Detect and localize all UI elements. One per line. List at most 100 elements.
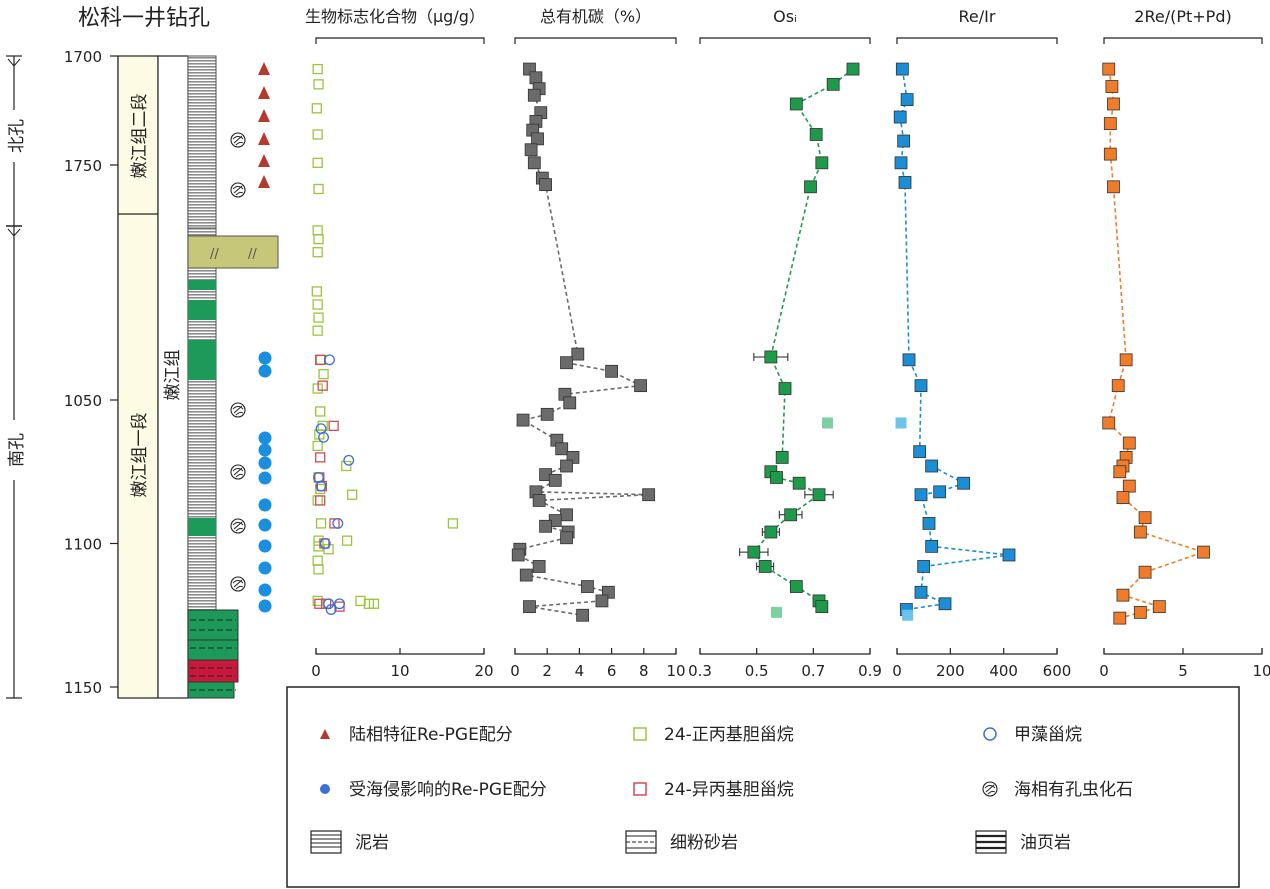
depth-tick-label: 1050 (64, 392, 102, 410)
litho-siltstone (187, 609, 239, 641)
oil-bed-mark: // (248, 247, 257, 262)
unit-box (117, 55, 159, 699)
data-point (527, 88, 541, 102)
x-tick-label: 0.7 (801, 662, 825, 680)
data-point-dinosterane (318, 431, 330, 443)
data-point-n-propylcholestane (312, 325, 323, 336)
data-point (1107, 97, 1120, 111)
dot-marker (258, 431, 272, 445)
data-point-dinosterane (315, 480, 327, 492)
data-point (898, 176, 912, 189)
data-point (914, 488, 928, 502)
data-point (925, 459, 939, 473)
data-point (1122, 436, 1136, 450)
triangle-marker (258, 175, 270, 188)
legend-label: 24-正丙基胆甾烷 (664, 725, 794, 745)
data-point (812, 488, 826, 502)
data-point-outlier (895, 417, 907, 429)
data-point (1105, 80, 1119, 93)
depth-tick-label: 1700 (64, 48, 102, 66)
x-tick-label: 0.5 (745, 662, 769, 680)
panel-biomarker: 0 10 20 生物标志化合物（μg/g） (305, 7, 494, 680)
data-point (516, 413, 530, 427)
top-axis (896, 37, 1058, 44)
data-point-n-propylcholestane (447, 518, 459, 529)
data-point (933, 485, 947, 499)
data-point (523, 600, 536, 614)
data-point-n-propylcholestane (318, 369, 329, 380)
x-tick-label: 2 (542, 662, 552, 680)
legend-circle-blue (983, 727, 997, 741)
x-tick-label: 200 (936, 662, 965, 680)
data-point (758, 560, 772, 573)
data-point-n-propylcholestane (312, 63, 323, 75)
data-point (925, 539, 939, 553)
legend-label: 油页岩 (1020, 833, 1071, 853)
legend-label: 细粉砂岩 (670, 833, 738, 853)
data-point (605, 364, 618, 378)
data-point (938, 597, 952, 611)
data-point (893, 110, 907, 124)
unit-label-member2: 嫩江组二段 (130, 94, 150, 179)
dot-marker (258, 518, 272, 532)
formation-box (157, 55, 189, 699)
data-point (897, 134, 911, 148)
series-line (517, 68, 649, 617)
x-tick-label: 6 (607, 662, 617, 680)
data-point (1133, 525, 1147, 539)
data-point (957, 476, 971, 490)
dot-marker (258, 539, 272, 553)
data-point (1152, 600, 1166, 614)
data-point (529, 71, 543, 85)
data-point (922, 517, 936, 530)
data-point-n-propylcholestane (312, 247, 323, 258)
dot-marker (258, 561, 272, 575)
litho-red-bed (187, 659, 239, 683)
data-point (900, 93, 914, 106)
litho-oil-bed (187, 235, 279, 269)
data-point (532, 560, 546, 573)
data-point-iso-propylcholestane (329, 518, 340, 529)
data-point (1002, 548, 1016, 562)
panel-title: 生物标志化合物（μg/g） (305, 7, 485, 26)
data-point (1116, 588, 1130, 602)
panel-title: Osᵢ (773, 7, 797, 26)
data-point-outlier (822, 417, 833, 429)
data-point-n-propylcholestane (311, 286, 322, 297)
litho-siltstone (187, 639, 239, 661)
data-point (917, 560, 931, 573)
dot-marker (258, 443, 272, 457)
data-point (1103, 117, 1117, 130)
data-point-iso-propylcholestane (320, 598, 332, 609)
foram-icon-detail (232, 135, 244, 146)
x-tick-label: 10 (1252, 662, 1270, 680)
data-point (914, 379, 928, 393)
data-point (913, 445, 927, 459)
data-point (789, 97, 803, 111)
data-point-n-propylcholestane (313, 541, 324, 552)
data-point (815, 156, 829, 170)
data-point-n-propylcholestane (313, 233, 324, 245)
x-tick-label: 400 (989, 662, 1018, 680)
dot-marker (258, 583, 272, 597)
data-point-dinosterane (325, 604, 337, 615)
panel-title: 总有机碳（%） (540, 7, 651, 26)
legend-label: 海相有孔虫化石 (1014, 780, 1133, 800)
data-point (1113, 465, 1127, 479)
data-point-n-propylcholestane (313, 79, 324, 90)
foram-icon-detail (232, 185, 244, 196)
top-axis (699, 37, 871, 44)
bottom-axis (514, 648, 677, 655)
data-point-n-propylcholestane (355, 595, 366, 607)
data-point-n-propylcholestane (315, 406, 326, 417)
unit-label-member1: 嫩江组一段 (130, 413, 150, 498)
data-point (563, 396, 577, 410)
data-point (770, 471, 783, 484)
section-label-south: 南孔 (7, 433, 27, 467)
data-point-n-propylcholestane (312, 555, 323, 566)
x-tick-label: 5 (1178, 662, 1188, 680)
data-point (1119, 353, 1133, 367)
data-point (532, 494, 546, 507)
